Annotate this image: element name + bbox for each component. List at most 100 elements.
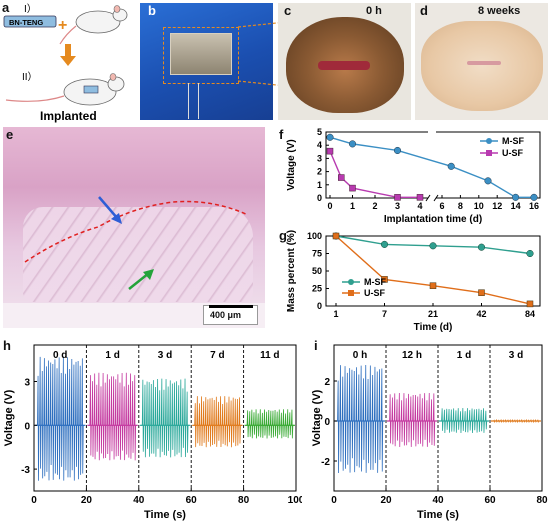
panel-label-i: i xyxy=(314,338,318,353)
data-point xyxy=(394,194,401,201)
data-point xyxy=(326,147,334,155)
y-axis-label: Voltage (V) xyxy=(286,139,297,190)
segment-label: 3 d xyxy=(509,350,523,361)
y-axis-label: Voltage (V) xyxy=(3,389,15,446)
x-axis-label: Implantation time (d) xyxy=(384,214,482,225)
segment-label: 7 d xyxy=(210,350,224,361)
segment-label: 0 d xyxy=(53,350,67,361)
time-label-d: 8 weeks xyxy=(478,5,521,17)
blue-arrow-icon xyxy=(98,196,119,220)
x-tick-label: 40 xyxy=(133,495,145,506)
chart-g: 0 25 50 75 100 1 7 21 42 84 Time (d) Mass percent (… xyxy=(286,230,541,333)
x-tick-label: 16 xyxy=(529,201,539,211)
y-tick-label: 100 xyxy=(307,231,322,241)
panel-label-c: c xyxy=(284,3,292,18)
panel-label-h: h xyxy=(3,338,11,353)
data-point xyxy=(429,282,437,289)
rat-implanted-icon xyxy=(5,73,125,106)
signal-segment xyxy=(88,372,137,461)
segment-label: 11 d xyxy=(260,350,279,361)
healed-skin xyxy=(421,21,543,111)
segment-label: 12 h xyxy=(402,350,422,361)
x-tick-label: 21 xyxy=(428,309,438,319)
time-label-c: 0 h xyxy=(366,5,382,17)
legend-label: U-SF xyxy=(364,288,385,298)
step-two-label: II） xyxy=(22,71,38,83)
data-point xyxy=(348,140,357,148)
segment-label: 3 d xyxy=(158,350,172,361)
scale-bar xyxy=(209,305,253,308)
data-point xyxy=(530,193,538,201)
series-line-U-SF xyxy=(329,150,420,199)
x-tick-label: 6 xyxy=(439,201,444,211)
panel-label-a: a xyxy=(2,0,10,15)
x-axis-label: Time (s) xyxy=(144,509,186,521)
panel-label-e: e xyxy=(6,127,14,142)
y-tick-label: -2 xyxy=(321,457,330,468)
y-tick-label: 5 xyxy=(317,127,322,137)
y-tick-label: 0 xyxy=(24,421,30,432)
down-arrow-icon xyxy=(60,56,76,66)
y-tick-label: 0 xyxy=(324,417,330,428)
x-tick-label: 0 xyxy=(327,201,332,211)
x-tick-label: 40 xyxy=(432,495,444,506)
y-tick-label: 0 xyxy=(317,193,322,203)
x-tick-label: 12 xyxy=(492,201,502,211)
data-point xyxy=(512,193,520,201)
histology-overlay xyxy=(24,196,249,290)
y-tick-label: 3 xyxy=(24,378,30,389)
device-in-hand xyxy=(170,33,232,75)
y-tick-label: 1 xyxy=(317,180,322,190)
axis-break-mark xyxy=(425,194,431,202)
x-tick-label: 84 xyxy=(525,309,535,319)
device-label: BN-TENG xyxy=(9,18,43,27)
device-photo xyxy=(140,3,273,120)
data-point xyxy=(349,184,356,192)
implant-schematic: I） BN-TENG + II） Implanted xyxy=(3,3,128,123)
zoom-box xyxy=(163,27,239,84)
boundary-line xyxy=(24,200,249,263)
x-tick-label: 20 xyxy=(81,495,93,506)
data-point xyxy=(416,194,424,201)
data-point xyxy=(380,240,389,248)
legend-label: U-SF xyxy=(502,148,523,158)
implanted-caption: Implanted xyxy=(40,109,97,123)
y-tick-label: 4 xyxy=(317,140,322,150)
wound-photo-0h xyxy=(278,3,411,120)
histology-image: 400 μm xyxy=(3,127,265,328)
data-point xyxy=(526,300,534,308)
x-tick-label: 4 xyxy=(417,201,422,211)
rat-top-icon xyxy=(59,5,128,45)
legend-marker xyxy=(348,290,354,296)
y-tick-label: 75 xyxy=(312,249,322,259)
step-one-label: I） xyxy=(24,3,37,15)
x-tick-label: 8 xyxy=(458,201,463,211)
signal-segment xyxy=(388,393,436,447)
signal-segment xyxy=(245,409,294,439)
data-point xyxy=(447,162,455,170)
suture-line xyxy=(318,61,370,70)
signal-segment xyxy=(36,356,85,481)
y-tick-label: 25 xyxy=(312,284,322,294)
wound-photo-8w xyxy=(415,3,548,120)
panel-label-b: b xyxy=(148,3,156,18)
x-tick-label: 100 xyxy=(288,495,302,506)
x-tick-label: 3 xyxy=(395,201,400,211)
data-point xyxy=(326,133,334,141)
x-tick-label: 42 xyxy=(476,309,486,319)
x-tick-label: 0 xyxy=(331,495,337,506)
legend-label: M-SF xyxy=(502,136,524,146)
legend-label: M-SF xyxy=(364,277,386,287)
signal-segment xyxy=(336,364,384,474)
green-arrow-icon xyxy=(128,272,150,290)
plus-icon: + xyxy=(58,17,67,34)
x-tick-label: 10 xyxy=(474,201,484,211)
series-line-M-SF xyxy=(329,136,534,199)
y-tick-label: 50 xyxy=(312,266,322,276)
legend-marker xyxy=(486,138,492,144)
y-tick-label: 2 xyxy=(324,377,330,388)
y-tick-label: -3 xyxy=(21,465,30,476)
x-axis-label: Time (d) xyxy=(414,322,453,333)
